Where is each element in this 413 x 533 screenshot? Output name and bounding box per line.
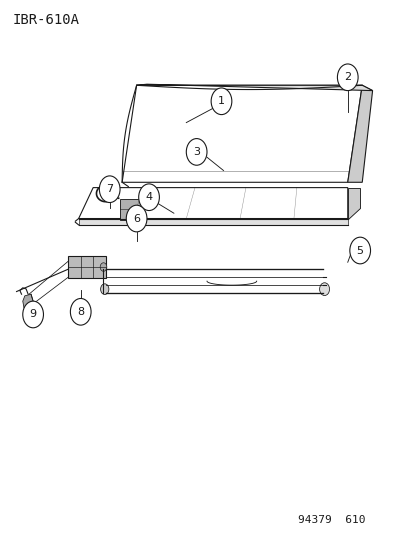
Circle shape bbox=[23, 301, 43, 328]
Polygon shape bbox=[23, 294, 34, 309]
Text: 8: 8 bbox=[77, 307, 84, 317]
Circle shape bbox=[138, 184, 159, 211]
Polygon shape bbox=[120, 199, 140, 220]
Text: 1: 1 bbox=[218, 96, 224, 106]
Text: 7: 7 bbox=[106, 184, 113, 194]
Circle shape bbox=[319, 282, 329, 295]
Polygon shape bbox=[347, 188, 359, 219]
Circle shape bbox=[100, 284, 109, 294]
Text: 3: 3 bbox=[193, 147, 199, 157]
Text: IBR-610A: IBR-610A bbox=[12, 13, 79, 27]
Polygon shape bbox=[136, 84, 372, 91]
Circle shape bbox=[100, 263, 107, 271]
Circle shape bbox=[126, 205, 147, 232]
Text: 9: 9 bbox=[29, 310, 37, 319]
Polygon shape bbox=[68, 256, 105, 278]
Text: 4: 4 bbox=[145, 192, 152, 202]
Text: 5: 5 bbox=[356, 246, 363, 255]
Circle shape bbox=[337, 64, 357, 91]
Circle shape bbox=[99, 176, 120, 203]
Text: 2: 2 bbox=[343, 72, 351, 82]
Circle shape bbox=[186, 139, 206, 165]
Circle shape bbox=[70, 298, 91, 325]
Circle shape bbox=[211, 88, 231, 115]
Text: 94379  610: 94379 610 bbox=[297, 515, 365, 526]
Polygon shape bbox=[347, 85, 372, 182]
Text: 6: 6 bbox=[133, 214, 140, 223]
Circle shape bbox=[349, 237, 370, 264]
Polygon shape bbox=[78, 219, 347, 225]
